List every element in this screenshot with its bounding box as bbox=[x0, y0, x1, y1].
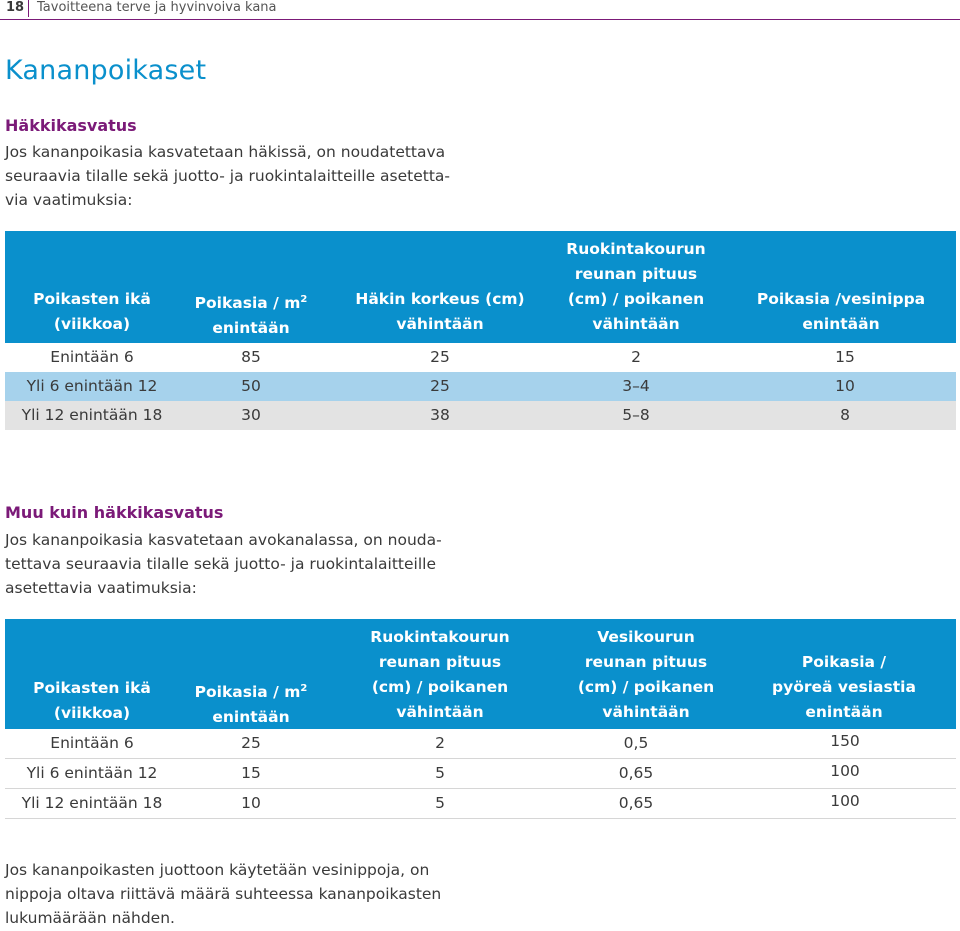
cell-per-round-drinker: 100 bbox=[830, 792, 860, 810]
text-line: via vaatimuksia: bbox=[5, 191, 133, 209]
col-header-feeder-length: Ruokintakourun reunan pituus (cm) / poika… bbox=[370, 628, 510, 721]
col-header-per-nipple: Poikasia /vesinippa enintään bbox=[756, 290, 926, 333]
col-header-age: Poikasten ikä (viikkoa) bbox=[33, 679, 151, 722]
cell-age: Yli 12 enintään 18 bbox=[21, 794, 163, 812]
text-line: asetettavia vaatimuksia: bbox=[5, 579, 197, 597]
cell-density: 30 bbox=[241, 406, 261, 424]
table-row: Yli 12 enintään 18 30 38 5–8 8 bbox=[5, 401, 956, 430]
col-header-age: Poikasten ikä (viikkoa) bbox=[33, 290, 151, 333]
text-line: Jos kananpoikasia kasvatetaan avokanalas… bbox=[5, 531, 442, 549]
page-header: 18 Tavoitteena terve ja hyvinvoiva kana bbox=[0, 0, 960, 20]
cell-feeder-length: 5–8 bbox=[622, 406, 650, 424]
cell-feeder-length: 5 bbox=[435, 794, 445, 812]
cell-age: Yli 6 enintään 12 bbox=[26, 764, 158, 782]
running-title: Tavoitteena terve ja hyvinvoiva kana bbox=[37, 0, 277, 15]
row-divider bbox=[5, 788, 956, 789]
cell-water-trough-length: 0,65 bbox=[618, 794, 654, 812]
cell-density: 50 bbox=[241, 377, 261, 395]
cell-cage-height: 38 bbox=[430, 406, 450, 424]
section-intro-cage: Jos kananpoikasia kasvatetaan häkissä, o… bbox=[5, 140, 450, 212]
cell-per-round-drinker: 150 bbox=[830, 732, 860, 750]
col-header-density: Poikasia / m2 enintään bbox=[194, 683, 308, 726]
free-range-requirements-table: Poikasten ikä (viikkoa) Poikasia / m2 enin… bbox=[5, 619, 956, 819]
cell-density: 15 bbox=[241, 764, 261, 782]
col-header-cage-height: Häkin korkeus (cm) vähintään bbox=[355, 290, 525, 333]
table-row: Enintään 6 25 2 0,5 150 bbox=[5, 729, 956, 759]
col-header-per-round-drinker: Poikasia / pyöreä vesiastia enintään bbox=[772, 653, 916, 721]
cell-feeder-length: 5 bbox=[435, 764, 445, 782]
table-row: Enintään 6 85 25 2 15 bbox=[5, 343, 956, 372]
section-intro-free-range: Jos kananpoikasia kasvatetaan avokanalas… bbox=[5, 528, 442, 600]
table-row: Yli 6 enintään 12 50 25 3–4 10 bbox=[5, 372, 956, 401]
cell-cage-height: 25 bbox=[430, 377, 450, 395]
table-header: Poikasten ikä (viikkoa) Poikasia / m2 enin… bbox=[5, 231, 956, 343]
cell-feeder-length: 3–4 bbox=[622, 377, 650, 395]
col-header-density: Poikasia / m2 enintään bbox=[194, 294, 308, 337]
page-title: Kananpoikaset bbox=[5, 55, 207, 86]
text-line: Jos kananpoikasia kasvatetaan häkissä, o… bbox=[5, 143, 446, 161]
text-line: seuraavia tilalle sekä juotto- ja ruokin… bbox=[5, 167, 451, 185]
cell-density: 25 bbox=[241, 734, 261, 752]
cell-per-round-drinker: 100 bbox=[830, 762, 860, 780]
row-divider bbox=[5, 818, 956, 819]
page-number: 18 bbox=[6, 0, 25, 15]
cell-water-trough-length: 0,65 bbox=[618, 764, 654, 782]
col-header-water-trough-length: Vesikourun reunan pituus (cm) / poikanen v… bbox=[577, 628, 715, 721]
cell-per-nipple: 10 bbox=[835, 377, 855, 395]
col-header-feeder-length: Ruokintakourun reunan pituus (cm) / poika… bbox=[566, 240, 706, 333]
cage-requirements-table: Poikasten ikä (viikkoa) Poikasia / m2 enin… bbox=[5, 231, 956, 430]
cell-feeder-length: 2 bbox=[631, 348, 641, 366]
footer-paragraph: Jos kananpoikasten juottoon käytetään ve… bbox=[5, 858, 441, 930]
header-separator bbox=[28, 0, 29, 17]
header-rule bbox=[0, 19, 960, 20]
cell-water-trough-length: 0,5 bbox=[623, 734, 649, 752]
cell-age: Enintään 6 bbox=[50, 348, 134, 366]
text-line: tettava seuraavia tilalle sekä juotto- j… bbox=[5, 555, 436, 573]
section-heading-cage: Häkkikasvatus bbox=[5, 116, 137, 135]
section-heading-free-range: Muu kuin häkkikasvatus bbox=[5, 503, 224, 522]
cell-age: Enintään 6 bbox=[50, 734, 134, 752]
table-row: Yli 12 enintään 18 10 5 0,65 100 bbox=[5, 789, 956, 819]
cell-density: 10 bbox=[241, 794, 261, 812]
table-row: Yli 6 enintään 12 15 5 0,65 100 bbox=[5, 759, 956, 789]
cell-age: Yli 12 enintään 18 bbox=[21, 406, 163, 424]
cell-age: Yli 6 enintään 12 bbox=[26, 377, 158, 395]
cell-cage-height: 25 bbox=[430, 348, 450, 366]
table-header: Poikasten ikä (viikkoa) Poikasia / m2 enin… bbox=[5, 619, 956, 729]
text-line: Jos kananpoikasten juottoon käytetään ve… bbox=[5, 861, 430, 879]
text-line: lukumäärään nähden. bbox=[5, 909, 175, 927]
text-line: nippoja oltava riittävä määrä suhteessa … bbox=[5, 885, 442, 903]
cell-density: 85 bbox=[241, 348, 261, 366]
cell-per-nipple: 8 bbox=[840, 406, 850, 424]
row-divider bbox=[5, 758, 956, 759]
cell-feeder-length: 2 bbox=[435, 734, 445, 752]
cell-per-nipple: 15 bbox=[835, 348, 855, 366]
